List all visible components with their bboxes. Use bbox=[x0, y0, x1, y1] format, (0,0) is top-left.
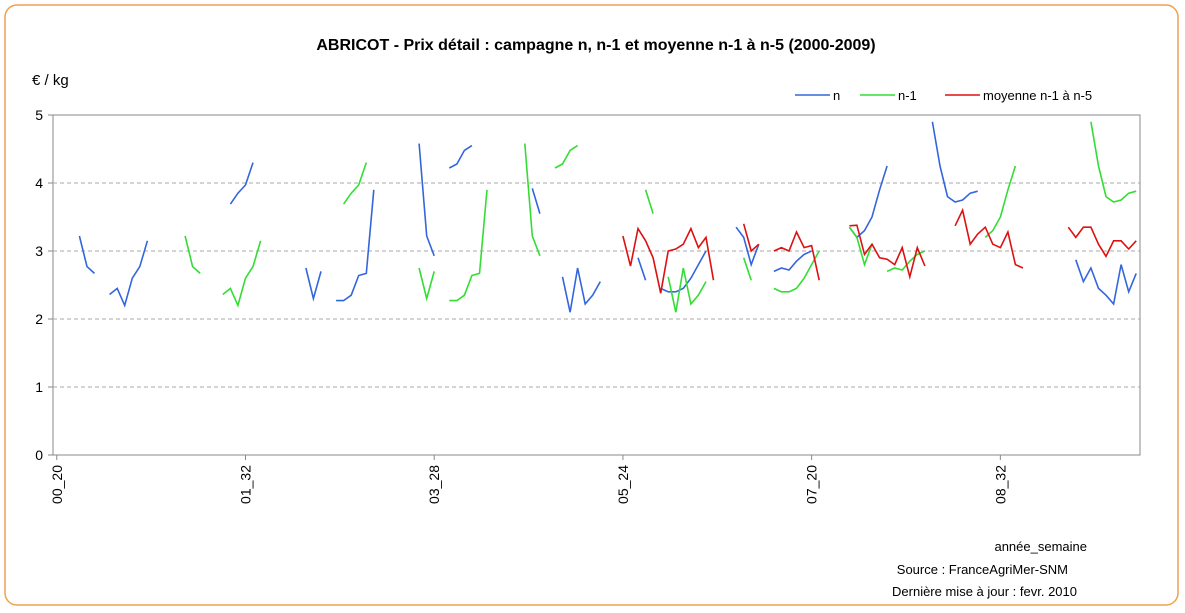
series-line bbox=[622, 207, 1137, 294]
plot-area bbox=[52, 114, 1141, 456]
x-axis-label: année_semaine bbox=[994, 539, 1087, 554]
x-tick-label: 07_20 bbox=[804, 465, 820, 504]
x-tick-label: 08_32 bbox=[992, 465, 1008, 504]
y-axis-label: € / kg bbox=[32, 72, 69, 89]
series-line bbox=[184, 121, 1137, 313]
x-tick-label: 05_24 bbox=[615, 465, 631, 504]
x-tick-label: 03_28 bbox=[426, 465, 442, 504]
legend-label: moyenne n-1 à n-5 bbox=[983, 88, 1092, 103]
y-tick-label: 0 bbox=[35, 447, 43, 463]
chart-title: ABRICOT - Prix détail : campagne n, n-1 … bbox=[316, 37, 875, 54]
update-note: Dernière mise à jour : fevr. 2010 bbox=[892, 584, 1077, 599]
legend-label: n bbox=[833, 88, 840, 103]
legend-label: n-1 bbox=[898, 88, 917, 103]
y-tick-label: 2 bbox=[35, 311, 43, 327]
y-tick-label: 5 bbox=[35, 107, 43, 123]
x-tick-label: 00_20 bbox=[49, 465, 65, 504]
y-tick-label: 4 bbox=[35, 175, 43, 191]
y-tick-label: 1 bbox=[35, 379, 43, 395]
source: Source : FranceAgriMer-SNM bbox=[897, 562, 1068, 577]
y-tick-label: 3 bbox=[35, 243, 43, 259]
x-tick-label: 01_32 bbox=[237, 465, 253, 504]
series-line bbox=[78, 121, 1137, 313]
